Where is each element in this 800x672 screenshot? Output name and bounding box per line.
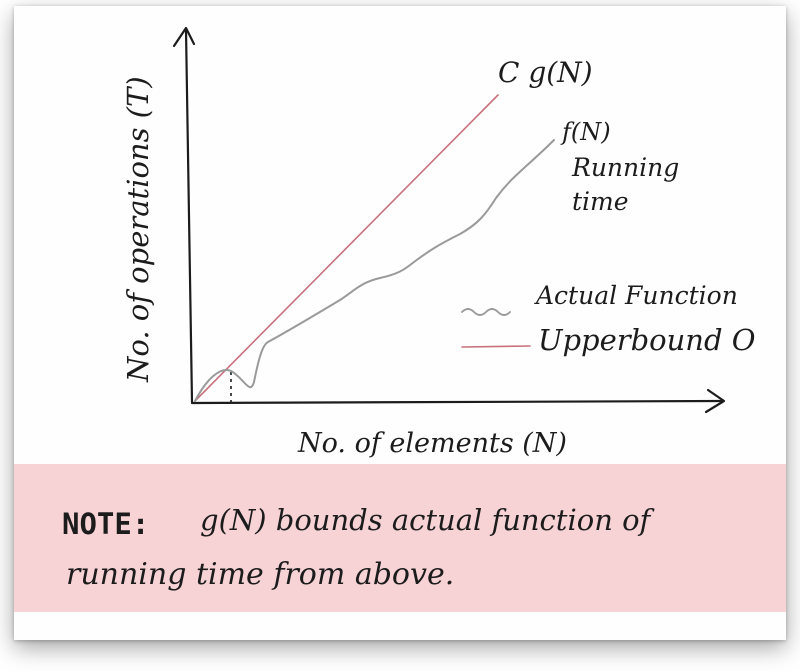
- legend-actual-swatch: [461, 308, 511, 316]
- actual-curve-label-fn: f(N): [560, 118, 611, 146]
- y-axis-label: No. of operations (T): [121, 76, 155, 383]
- x-axis-arrow: [704, 388, 726, 414]
- x-axis: [190, 399, 724, 405]
- legend-upper-label: Upperbound O: [538, 323, 756, 357]
- y-axis: [184, 28, 194, 404]
- upper-bound-curve: [194, 94, 499, 402]
- legend-upper-swatch: [461, 345, 531, 348]
- actual-curve-label-running: Running: [571, 153, 679, 182]
- note-line-1: g(N) bounds actual function of: [200, 503, 656, 537]
- note-prefix: NOTE:: [62, 507, 149, 541]
- upper-curve-label: C g(N): [498, 56, 593, 89]
- y-axis-arrow: [172, 26, 196, 48]
- legend-actual-label: Actual Function: [534, 281, 738, 310]
- actual-curve-label-time: time: [572, 187, 629, 216]
- x-axis-label: No. of elements (N): [297, 428, 567, 459]
- note-line-2: running time from above.: [66, 557, 454, 592]
- note-highlight: [14, 464, 786, 612]
- actual-function-curve: [194, 139, 555, 402]
